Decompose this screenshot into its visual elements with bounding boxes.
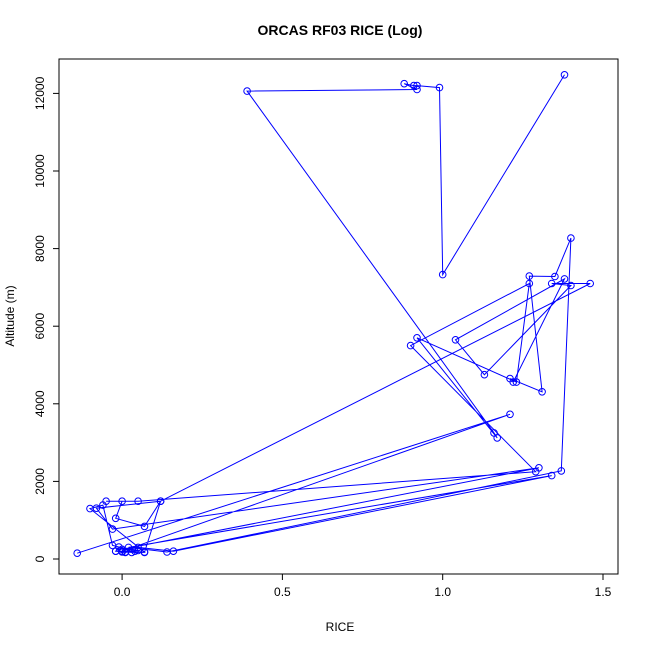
data-point: [121, 548, 130, 557]
data-point: [140, 548, 149, 556]
data-point: [560, 71, 569, 79]
data-point: [118, 547, 126, 556]
y-tick-label: 0: [33, 555, 47, 562]
data-point: [567, 281, 575, 290]
data-point: [108, 525, 117, 533]
data-point: [438, 270, 447, 279]
x-axis: 0.0 0.5 1.0 1.5: [114, 574, 612, 599]
data-point: [547, 279, 556, 288]
data-point: [525, 279, 534, 288]
data-point: [73, 549, 81, 558]
data-point: [551, 272, 559, 281]
data-point: [99, 501, 107, 509]
data-point: [108, 541, 117, 550]
data-point: [512, 378, 521, 386]
data-point: [557, 467, 566, 475]
y-tick-label: 8000: [33, 235, 47, 262]
y-tick-label: 10000: [33, 154, 47, 188]
data-point: [547, 471, 556, 480]
y-tick-label: 4000: [33, 390, 47, 417]
data-point: [163, 548, 171, 556]
data-point: [134, 497, 142, 506]
data-point: [400, 79, 409, 88]
data-point: [156, 497, 165, 506]
y-axis-label: Altitude (m): [3, 285, 17, 346]
y-tick-label: 2000: [33, 468, 47, 495]
data-point: [413, 81, 421, 90]
plot-area: [73, 71, 595, 558]
data-point: [413, 85, 421, 94]
plot-frame: [58, 58, 619, 575]
y-axis: 0 2000 4000 6000 8000 10000 12000: [33, 76, 59, 562]
data-point: [480, 370, 489, 379]
y-tick-label: 6000: [33, 313, 47, 340]
data-point: [586, 279, 595, 288]
data-point: [451, 336, 460, 344]
data-point: [493, 434, 502, 442]
data-point: [525, 272, 534, 280]
data-point: [118, 497, 126, 506]
x-tick-label: 0.0: [114, 585, 131, 599]
data-point: [243, 87, 251, 95]
data-point: [567, 234, 575, 242]
data-point: [435, 83, 444, 92]
data-point: [111, 514, 120, 523]
data-point: [535, 464, 543, 472]
series-line: [77, 74, 591, 554]
data-point: [560, 275, 569, 283]
x-tick-label: 0.5: [274, 585, 291, 599]
chart-title: ORCAS RF03 RICE (Log): [258, 22, 423, 38]
data-point: [413, 334, 421, 342]
data-point: [538, 388, 546, 396]
x-tick-label: 1.5: [595, 585, 612, 599]
data-point: [506, 410, 514, 419]
x-axis-label: RICE: [326, 620, 355, 634]
data-point: [86, 504, 94, 513]
y-tick-label: 12000: [33, 76, 47, 110]
x-tick-label: 1.0: [434, 585, 451, 599]
data-point: [131, 547, 139, 556]
data-point: [509, 378, 518, 386]
data-point: [406, 341, 415, 350]
data-point: [140, 522, 149, 531]
